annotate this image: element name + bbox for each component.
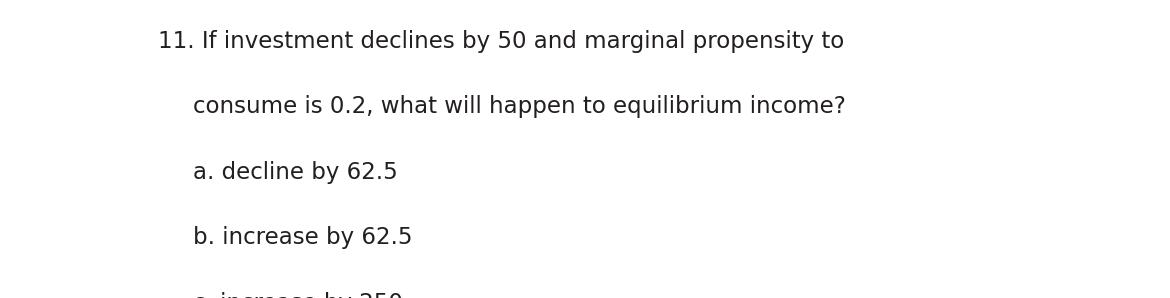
Text: a. decline by 62.5: a. decline by 62.5 [193,161,398,184]
Text: 11. If investment declines by 50 and marginal propensity to: 11. If investment declines by 50 and mar… [158,30,845,53]
Text: b. increase by 62.5: b. increase by 62.5 [193,226,413,249]
Text: consume is 0.2, what will happen to equilibrium income?: consume is 0.2, what will happen to equi… [193,95,846,118]
Text: c. increase by 250: c. increase by 250 [193,292,402,298]
